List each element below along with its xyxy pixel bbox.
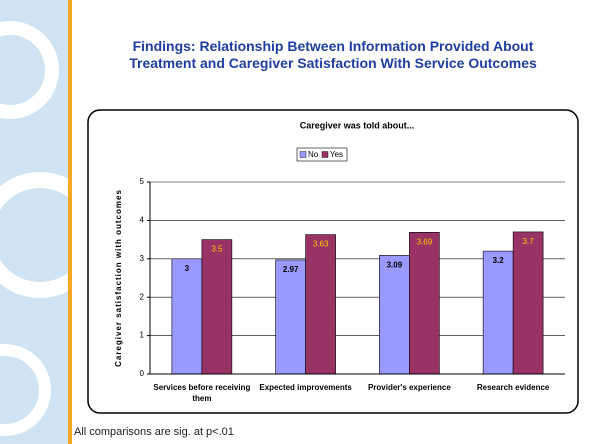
data-label: 3.63 bbox=[313, 240, 329, 249]
data-label: 3 bbox=[185, 264, 190, 273]
y-axis-label: Caregiver satisfaction with outcomes bbox=[114, 189, 123, 367]
decoration bbox=[0, 21, 59, 119]
bar bbox=[379, 255, 410, 375]
y-tick-label: 0 bbox=[140, 369, 145, 378]
data-label: 3.7 bbox=[523, 237, 535, 246]
y-tick-label: 1 bbox=[140, 331, 145, 340]
x-tick-label: Provider's experience bbox=[367, 383, 451, 392]
data-label: 2.97 bbox=[283, 265, 299, 274]
y-tick-label: 5 bbox=[140, 177, 145, 186]
bar bbox=[512, 231, 544, 375]
bar bbox=[305, 234, 336, 375]
slide-title: Findings: Relationship Between Informati… bbox=[129, 38, 537, 71]
y-tick-label: 4 bbox=[140, 216, 145, 225]
decoration bbox=[0, 344, 51, 436]
legend-swatch bbox=[321, 151, 329, 158]
bar bbox=[201, 239, 233, 375]
chart-title: Caregiver was told about... bbox=[300, 120, 415, 130]
bar bbox=[275, 259, 306, 375]
y-tick-label: 3 bbox=[140, 254, 145, 263]
bar bbox=[482, 250, 514, 375]
legend-swatch bbox=[299, 151, 307, 158]
bar bbox=[171, 258, 203, 375]
data-label: 3.09 bbox=[387, 260, 403, 269]
x-tick-label: Services before receiving them bbox=[153, 383, 251, 403]
data-label: 3.2 bbox=[493, 256, 505, 265]
accent-line bbox=[68, 0, 72, 444]
x-tick-label: Expected improvements bbox=[259, 383, 352, 392]
legend-label: No bbox=[308, 150, 319, 159]
bar bbox=[409, 232, 440, 375]
x-tick-label: Research evidence bbox=[476, 383, 550, 392]
data-label: 3.69 bbox=[417, 237, 433, 246]
legend-label: Yes bbox=[330, 150, 343, 159]
footnote: All comparisons are sig. at p<.01 bbox=[74, 426, 234, 438]
y-tick-label: 2 bbox=[140, 292, 145, 301]
data-label: 3.5 bbox=[211, 245, 223, 254]
